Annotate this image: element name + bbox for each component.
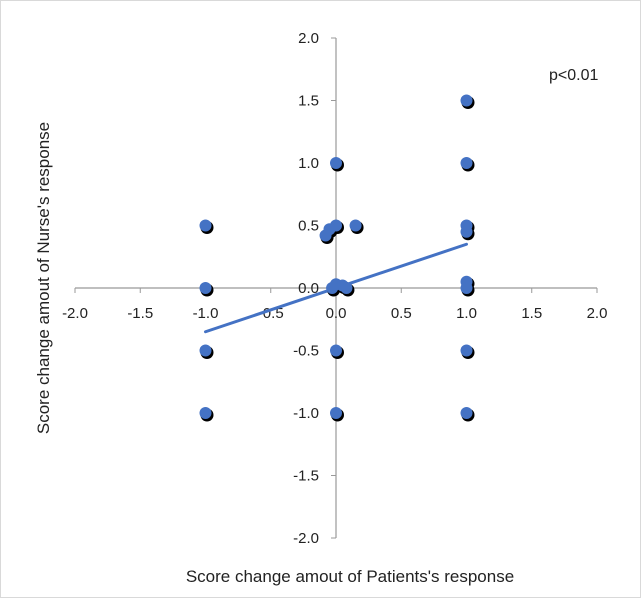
y-tick-label: 1.0 xyxy=(298,155,319,172)
data-point xyxy=(340,282,353,294)
data-points xyxy=(199,94,475,422)
tick-labels: -2.0 -1.5 -1.0 -0.5 0.0 0.5 1.0 1.5 2.0 2.0 1.5 1.0… xyxy=(62,30,607,547)
data-point xyxy=(199,407,212,419)
y-tick-label: 2.0 xyxy=(298,30,319,47)
data-point xyxy=(460,94,473,107)
data-point xyxy=(330,157,342,169)
data-point xyxy=(199,344,212,357)
x-tick-label: -1.5 xyxy=(127,305,153,322)
y-tick-label: -1.0 xyxy=(293,405,319,422)
x-tick-label: -1.0 xyxy=(193,305,219,322)
data-point xyxy=(460,282,473,294)
data-point xyxy=(199,282,212,294)
data-point xyxy=(460,344,473,357)
x-tick-label: 1.0 xyxy=(456,305,477,322)
data-point xyxy=(326,282,339,294)
y-tick-label: -1.5 xyxy=(293,468,319,485)
x-tick-label: 0.0 xyxy=(326,305,347,322)
y-tick-label: 1.5 xyxy=(298,93,319,110)
data-point xyxy=(330,407,342,419)
p-value-annotation: p<0.01 xyxy=(549,67,598,84)
y-tick-label: 0.5 xyxy=(298,218,319,235)
data-point xyxy=(460,157,473,169)
data-point xyxy=(319,229,332,242)
x-axis-title: Score change amout of Patients's respons… xyxy=(186,567,514,586)
data-point xyxy=(460,225,473,238)
x-tick-label: 2.0 xyxy=(587,305,608,322)
y-tick-label: 0.0 xyxy=(298,280,319,297)
data-point xyxy=(460,407,473,419)
y-axis-title: Score change amout of Nurse's response xyxy=(34,122,53,434)
y-tick-label: -2.0 xyxy=(293,530,319,547)
data-point xyxy=(199,219,212,232)
x-tick-label: -2.0 xyxy=(62,305,88,322)
data-point xyxy=(330,344,342,357)
data-point xyxy=(349,219,362,232)
y-tick-label: -0.5 xyxy=(293,343,319,360)
x-tick-label: 1.5 xyxy=(521,305,542,322)
x-tick-label: 0.5 xyxy=(391,305,412,322)
